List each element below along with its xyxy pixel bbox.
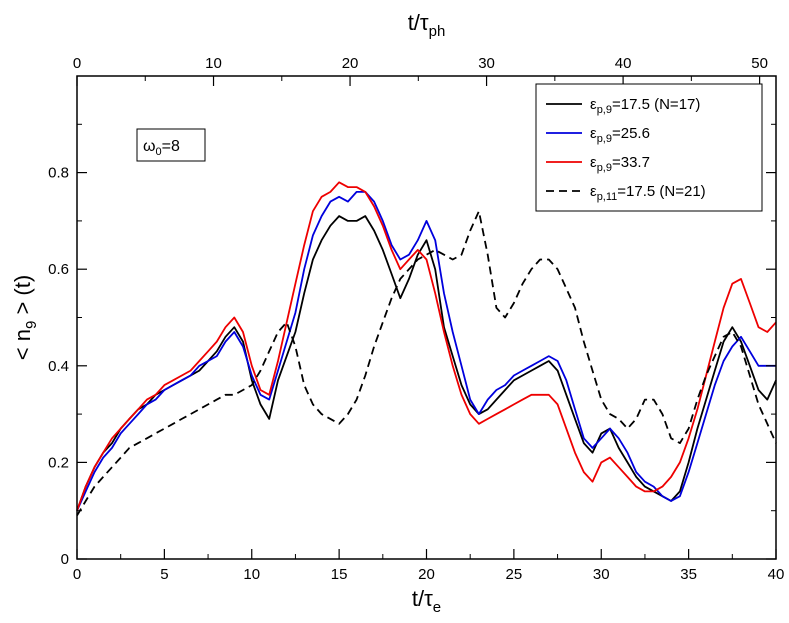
y-tick-label: 0.4	[48, 358, 69, 375]
legend-entry-symbol: ε	[590, 154, 597, 171]
x-tick-label: 25	[506, 566, 523, 583]
x-tick-label: 30	[593, 566, 610, 583]
annotation-rest: =8	[162, 138, 180, 155]
top-axis-title: t/τph	[408, 10, 446, 40]
x-axis-title-base: t/τ	[412, 586, 433, 611]
x-axis-title-sub: e	[433, 599, 441, 616]
y-tick-label: 0.8	[48, 165, 69, 182]
top-axis-title-base: t/τ	[408, 10, 429, 35]
legend-entry-1: εp,9=25.6	[590, 125, 650, 145]
legend-box	[535, 83, 763, 212]
legend-entry-rest: =33.7	[612, 154, 650, 171]
legend-entry-rest: =17.5 (N=17)	[612, 96, 700, 113]
legend-entry-sub: p,9	[597, 133, 612, 145]
omega-annotation: ω0=8	[136, 128, 206, 162]
series-layer	[76, 181, 777, 516]
y-tick-label: 0	[61, 551, 69, 568]
x-tick-label: 15	[331, 566, 348, 583]
legend-entry-symbol: ε	[590, 125, 597, 142]
y-axis-title-sub: 9	[23, 321, 40, 329]
legend-entry-symbol: ε	[590, 183, 597, 200]
y-tick-label: 0.6	[48, 261, 69, 278]
y-tick-label: 0.2	[48, 454, 69, 471]
annotation-text: ω0=8	[143, 138, 180, 158]
y-axis-title-prefix: < n	[10, 329, 35, 360]
top-tick-label: 50	[751, 55, 768, 72]
top-tick-label: 0	[73, 55, 81, 72]
x-tick-label: 5	[160, 566, 168, 583]
legend-entry-sub: p,9	[597, 104, 612, 116]
annotation-base: ω	[143, 138, 156, 155]
series-line-2	[76, 181, 777, 512]
series-line-0	[76, 215, 777, 512]
legend-entry-rest: =17.5 (N=21)	[617, 183, 705, 200]
series-line-1	[76, 191, 776, 512]
legend-entry-0: εp,9=17.5 (N=17)	[590, 96, 700, 116]
x-tick-label: 10	[243, 566, 260, 583]
x-tick-label: 20	[418, 566, 435, 583]
top-tick-label: 10	[205, 55, 222, 72]
top-tick-label: 40	[615, 55, 632, 72]
annotation-box	[136, 128, 206, 162]
axis-layer: 0 5 10 15 20 25 30 35 40 0 10 20 30 40 50 0 0.2 0.4 0.6 0.8	[48, 55, 784, 583]
y-axis-title-suffix: > (t)	[10, 275, 35, 321]
legend-entry-sub: p,11	[597, 191, 618, 203]
legend-entry-symbol: ε	[590, 96, 597, 113]
x-tick-label: 40	[768, 566, 785, 583]
x-axis-title: t/τe	[412, 586, 441, 616]
top-axis-title-sub: ph	[429, 23, 446, 40]
top-tick-label: 30	[478, 55, 495, 72]
legend-entry-sub: p,9	[597, 162, 612, 174]
legend-entry-2: εp,9=33.7	[590, 154, 650, 174]
series-line-3	[76, 210, 777, 516]
x-tick-label: 0	[73, 566, 81, 583]
legend: εp,9=17.5 (N=17)εp,9=25.6εp,9=33.7εp,11=…	[535, 83, 763, 212]
legend-entry-3: εp,11=17.5 (N=21)	[590, 183, 706, 203]
x-tick-label: 35	[680, 566, 697, 583]
top-tick-label: 20	[342, 55, 359, 72]
legend-entry-rest: =25.6	[612, 125, 650, 142]
annotation-sub: 0	[156, 146, 162, 158]
y-axis-title: < n9 > (t)	[10, 275, 40, 360]
